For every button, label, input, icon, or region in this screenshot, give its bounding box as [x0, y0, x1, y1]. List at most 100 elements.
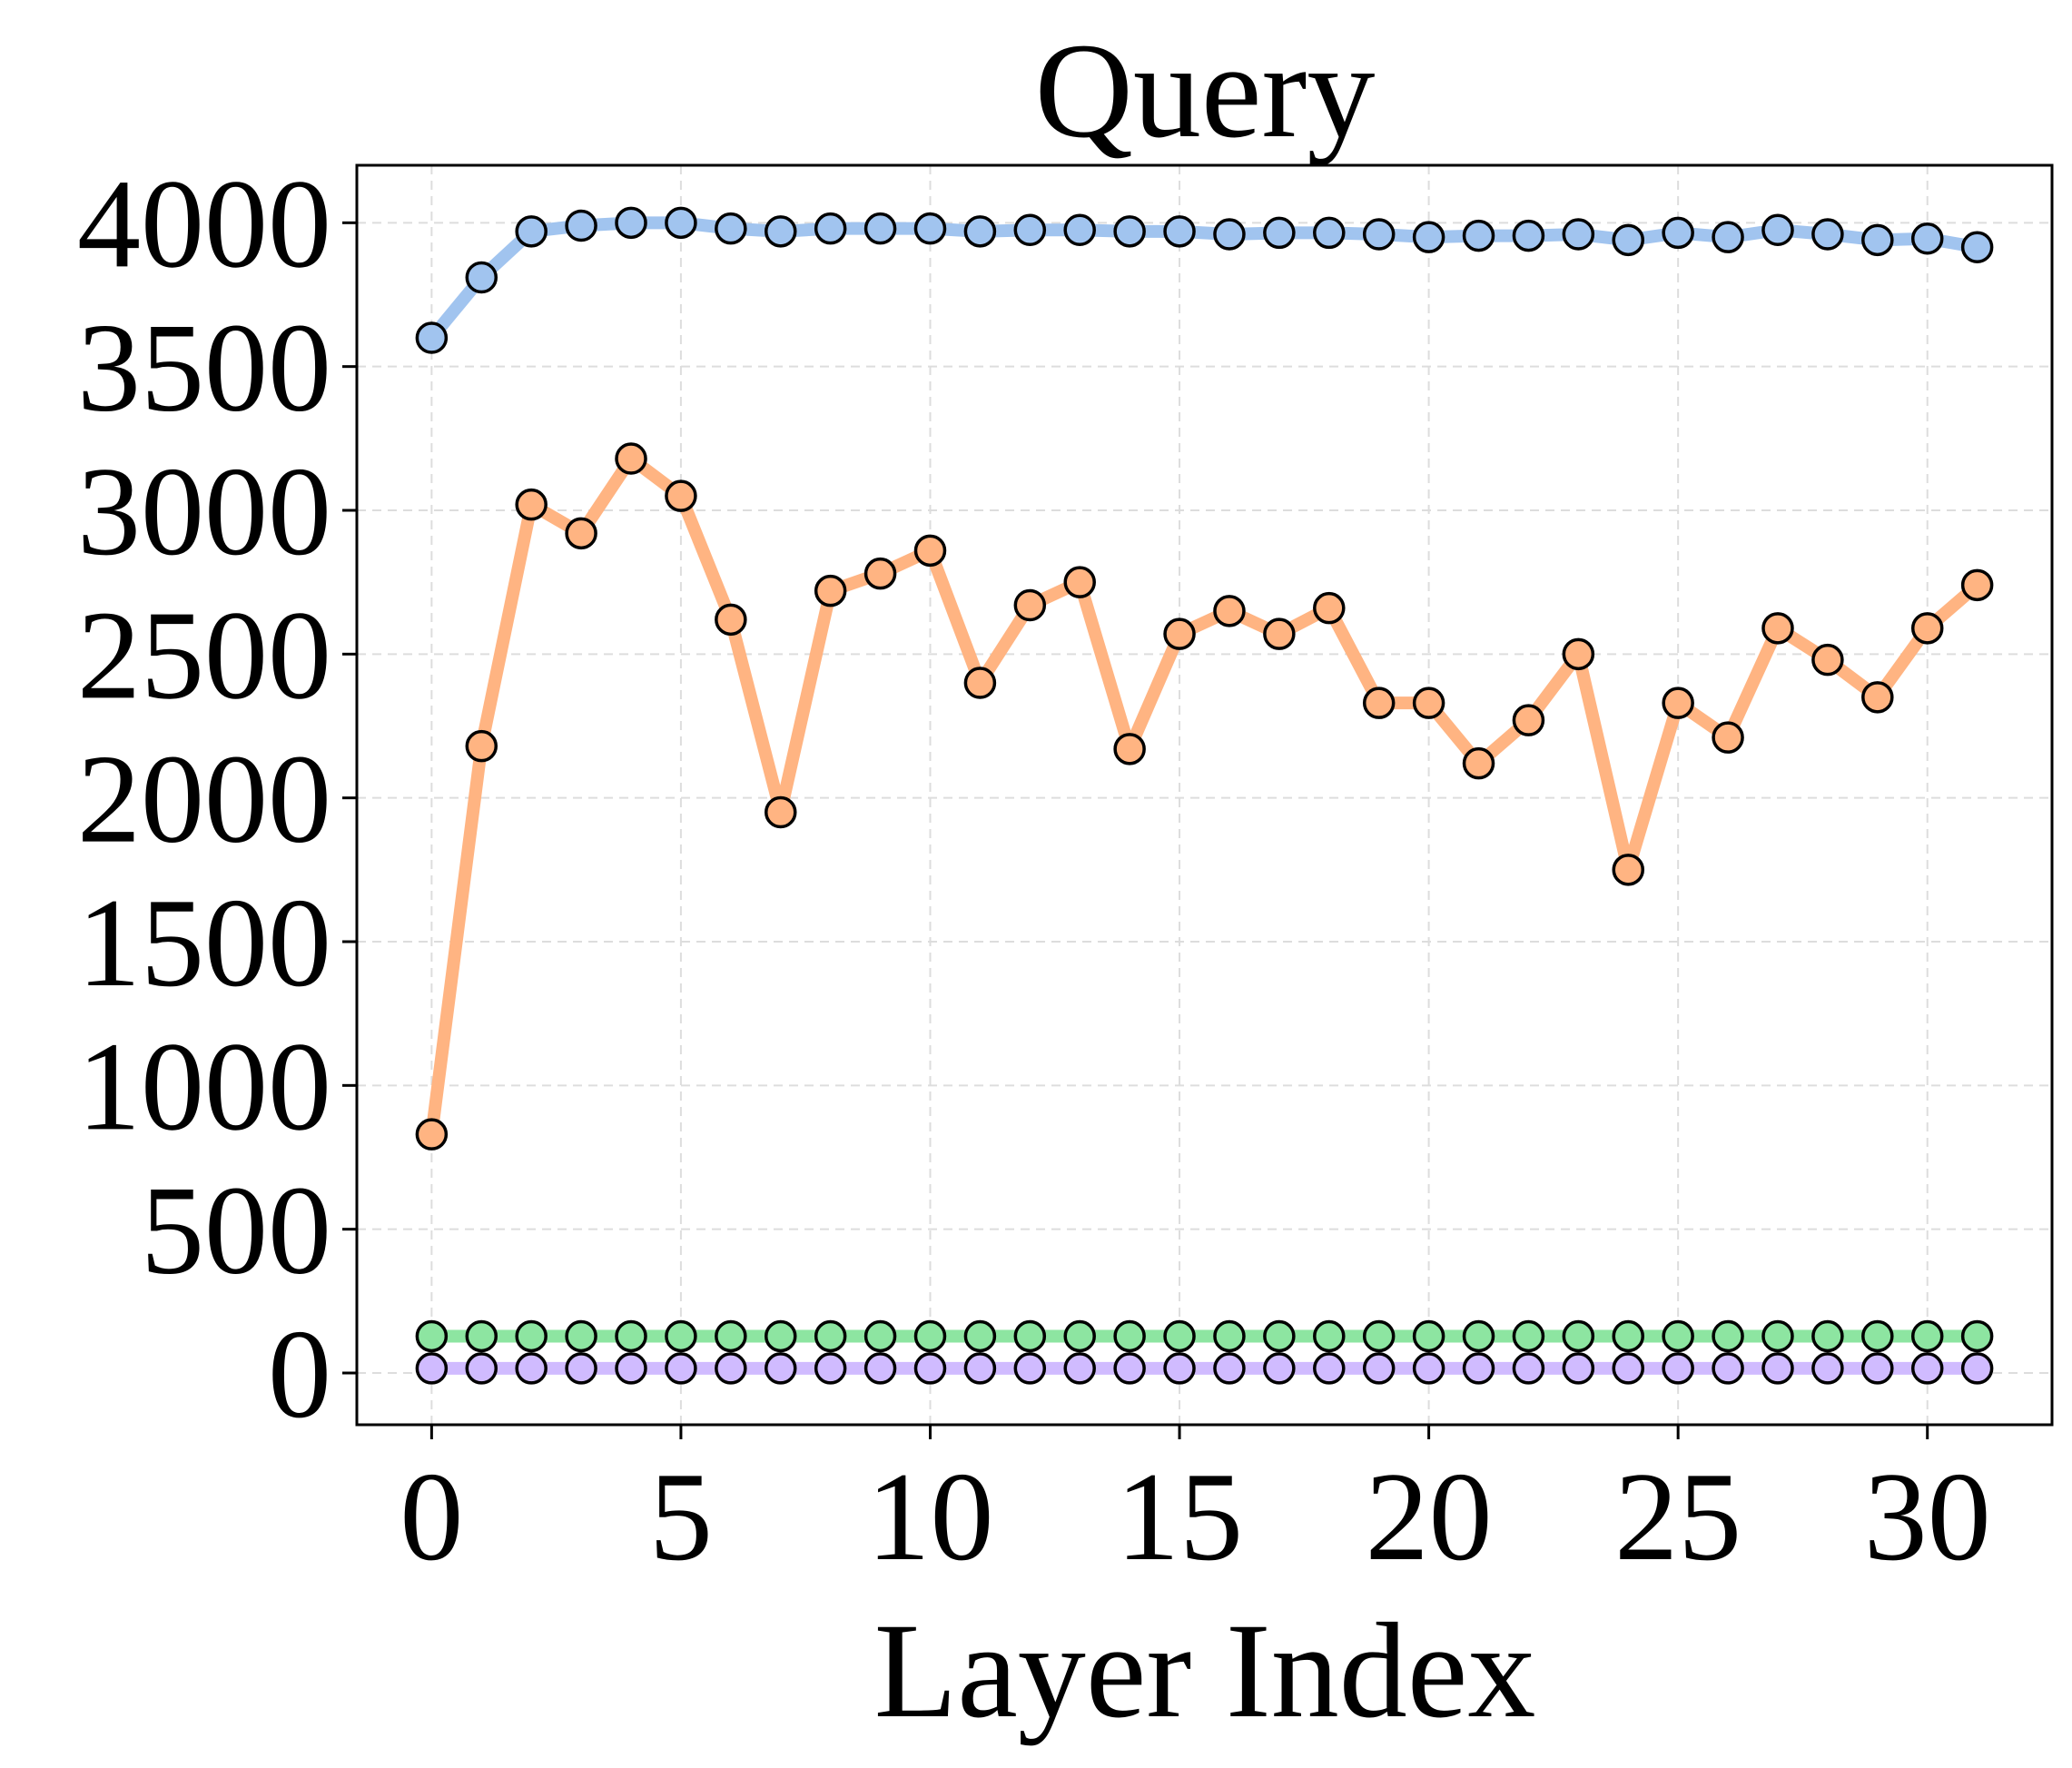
data-point	[1313, 1319, 1346, 1353]
data-point	[1213, 1352, 1246, 1385]
data-point	[1412, 686, 1445, 719]
data-point	[1213, 595, 1246, 627]
data-point	[1712, 221, 1744, 253]
data-point	[1512, 219, 1545, 252]
data-point	[814, 574, 847, 607]
data-point	[1462, 1319, 1495, 1353]
data-point	[1013, 1352, 1047, 1385]
data-point	[1313, 591, 1346, 625]
x-tick-label: 5	[649, 1447, 713, 1587]
data-point	[863, 1352, 897, 1385]
series-line-1	[425, 452, 1984, 1141]
data-point	[1213, 218, 1246, 251]
data-point	[1263, 1352, 1296, 1385]
data-point	[465, 729, 498, 763]
data-point	[715, 603, 747, 637]
data-point	[1960, 568, 1994, 602]
data-point	[1761, 612, 1794, 645]
data-point	[1910, 222, 1944, 255]
data-point	[1412, 1319, 1445, 1353]
chart-title: Query	[1035, 15, 1376, 166]
data-point	[1811, 1319, 1844, 1353]
data-point	[1512, 704, 1545, 736]
data-point	[1960, 1352, 1994, 1385]
data-point	[1113, 1352, 1146, 1385]
data-point	[1612, 854, 1644, 886]
data-point	[415, 1118, 449, 1151]
data-point	[1861, 1352, 1894, 1385]
data-point	[1362, 686, 1396, 719]
data-point	[1512, 1352, 1545, 1385]
data-point	[1113, 1319, 1146, 1353]
data-point	[1163, 1352, 1196, 1385]
data-point	[1213, 1319, 1246, 1353]
data-point	[814, 212, 847, 245]
data-point	[765, 1352, 797, 1385]
data-point	[1811, 218, 1844, 251]
x-tick-label: 0	[400, 1447, 463, 1587]
data-point	[1013, 588, 1047, 622]
data-point	[963, 667, 997, 699]
data-point	[1462, 219, 1495, 252]
x-tick-label: 25	[1614, 1447, 1741, 1587]
y-tick-label: 4000	[77, 153, 331, 294]
data-point	[665, 479, 697, 512]
data-point	[1113, 733, 1146, 765]
series-lines	[425, 216, 1984, 1375]
data-point	[1960, 231, 1994, 263]
data-point	[515, 488, 548, 521]
data-point	[1811, 1352, 1844, 1385]
data-point	[1712, 1352, 1744, 1385]
data-point	[1412, 1352, 1445, 1385]
data-point	[1462, 746, 1495, 780]
data-point	[665, 1319, 697, 1353]
data-point	[565, 1352, 597, 1385]
y-tick-label: 0	[268, 1304, 331, 1445]
data-point	[1462, 1352, 1495, 1385]
data-point	[615, 1352, 647, 1385]
data-point	[715, 212, 747, 245]
data-point	[1712, 1319, 1744, 1353]
data-point	[615, 1319, 647, 1353]
data-point	[1263, 617, 1296, 650]
data-point	[913, 212, 947, 245]
data-point	[515, 1352, 548, 1385]
x-tick-label: 20	[1366, 1447, 1493, 1587]
data-point	[515, 215, 548, 248]
data-point	[1063, 566, 1096, 598]
data-point	[1662, 1352, 1694, 1385]
y-tick-label: 2000	[77, 729, 331, 870]
data-point	[1512, 1319, 1545, 1353]
data-point	[1910, 1352, 1944, 1385]
x-tick-label: 30	[1864, 1447, 1991, 1587]
data-point	[415, 321, 449, 354]
data-point	[1362, 218, 1396, 251]
data-point	[415, 1319, 449, 1353]
data-point	[515, 1319, 548, 1353]
data-point	[1562, 637, 1595, 671]
x-tick-label: 10	[866, 1447, 993, 1587]
data-point	[715, 1319, 747, 1353]
series-markers	[415, 206, 1994, 1385]
data-point	[1960, 1319, 1994, 1353]
series-line-0	[425, 216, 1984, 344]
data-point	[1811, 643, 1844, 677]
data-point	[1113, 215, 1146, 248]
data-point	[465, 1319, 498, 1353]
data-point	[415, 1352, 449, 1385]
data-point	[1910, 1319, 1944, 1353]
data-point	[1013, 213, 1047, 246]
data-point	[1861, 223, 1894, 257]
data-point	[1362, 1352, 1396, 1385]
x-axis-label: Layer Index	[874, 1595, 1536, 1746]
data-point	[1412, 221, 1445, 253]
data-point	[1861, 1319, 1894, 1353]
data-point	[1063, 1319, 1096, 1353]
data-point	[814, 1352, 847, 1385]
plot-frame	[355, 163, 2054, 1427]
data-point	[715, 1352, 747, 1385]
data-point	[1612, 223, 1644, 257]
y-tick-label: 1000	[77, 1016, 331, 1157]
data-point	[665, 206, 697, 240]
